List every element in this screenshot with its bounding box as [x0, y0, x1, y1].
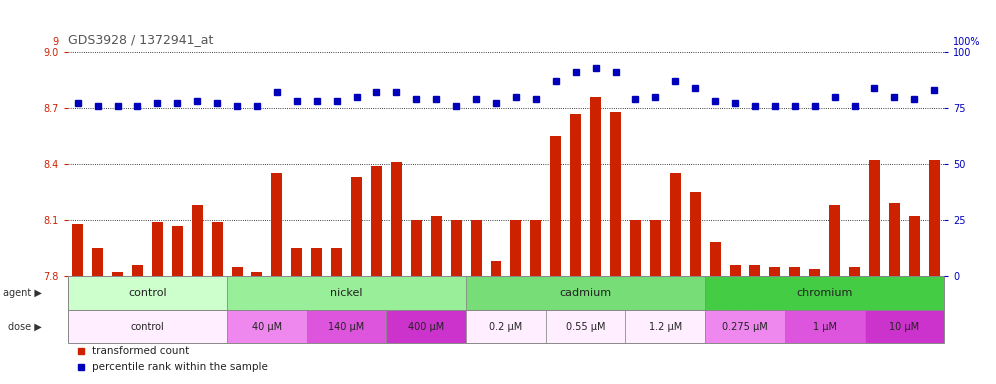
Text: percentile rank within the sample: percentile rank within the sample [93, 362, 268, 372]
Bar [829, 205, 840, 276]
Bar [431, 216, 442, 276]
Bar [610, 112, 622, 276]
Bar [865, 310, 944, 343]
Text: nickel: nickel [331, 288, 363, 298]
Text: 0.55 μM: 0.55 μM [566, 321, 606, 331]
Text: chromium: chromium [797, 288, 853, 298]
Bar [311, 248, 323, 276]
Bar [769, 267, 780, 276]
Bar [73, 224, 84, 276]
Text: 400 μM: 400 μM [408, 321, 444, 331]
Bar [227, 276, 466, 310]
Text: 1.2 μM: 1.2 μM [648, 321, 682, 331]
Bar [271, 173, 283, 276]
Bar [550, 136, 562, 276]
Bar [112, 272, 124, 276]
Bar [750, 265, 761, 276]
Bar [466, 276, 705, 310]
Bar [809, 268, 820, 276]
Bar [705, 310, 785, 343]
Bar [709, 242, 720, 276]
Text: 0.2 μM: 0.2 μM [489, 321, 523, 331]
Bar [570, 114, 582, 276]
Bar [191, 205, 203, 276]
Bar [789, 267, 800, 276]
Text: control: control [130, 321, 164, 331]
Bar [68, 310, 227, 343]
Bar [152, 222, 163, 276]
Bar [650, 220, 661, 276]
Bar [785, 310, 865, 343]
Text: agent ▶: agent ▶ [3, 288, 42, 298]
Bar [705, 276, 944, 310]
Text: 0.275 μM: 0.275 μM [722, 321, 768, 331]
Bar [231, 267, 243, 276]
Bar [546, 310, 625, 343]
Bar [371, 166, 381, 276]
Text: 140 μM: 140 μM [329, 321, 365, 331]
Bar [93, 248, 104, 276]
Bar [251, 272, 263, 276]
Bar [849, 267, 860, 276]
Bar [928, 160, 939, 276]
Bar [331, 248, 343, 276]
Bar [590, 97, 602, 276]
Text: transformed count: transformed count [93, 346, 189, 356]
Text: cadmium: cadmium [560, 288, 612, 298]
Bar [531, 220, 542, 276]
Bar [689, 192, 701, 276]
Text: 10 μM: 10 μM [889, 321, 919, 331]
Bar [212, 222, 223, 276]
Text: control: control [128, 288, 166, 298]
Bar [307, 310, 386, 343]
Bar [669, 173, 681, 276]
Bar [729, 265, 740, 276]
Bar [869, 160, 880, 276]
Bar [510, 220, 522, 276]
Text: 9: 9 [53, 37, 59, 47]
Bar [491, 261, 502, 276]
Bar [351, 177, 363, 276]
Bar [386, 310, 466, 343]
Bar [466, 310, 546, 343]
Bar [450, 220, 462, 276]
Bar [390, 162, 401, 276]
Bar [625, 310, 705, 343]
Bar [227, 310, 307, 343]
Bar [131, 265, 143, 276]
Text: 100%: 100% [953, 37, 980, 47]
Bar [629, 220, 641, 276]
Text: dose ▶: dose ▶ [8, 321, 42, 331]
Text: GDS3928 / 1372941_at: GDS3928 / 1372941_at [68, 33, 213, 46]
Bar [410, 220, 422, 276]
Text: 40 μM: 40 μM [252, 321, 282, 331]
Bar [171, 226, 182, 276]
Bar [68, 276, 227, 310]
Bar [471, 220, 482, 276]
Bar [888, 203, 899, 276]
Text: 1 μM: 1 μM [813, 321, 837, 331]
Bar [292, 248, 303, 276]
Bar [909, 216, 920, 276]
